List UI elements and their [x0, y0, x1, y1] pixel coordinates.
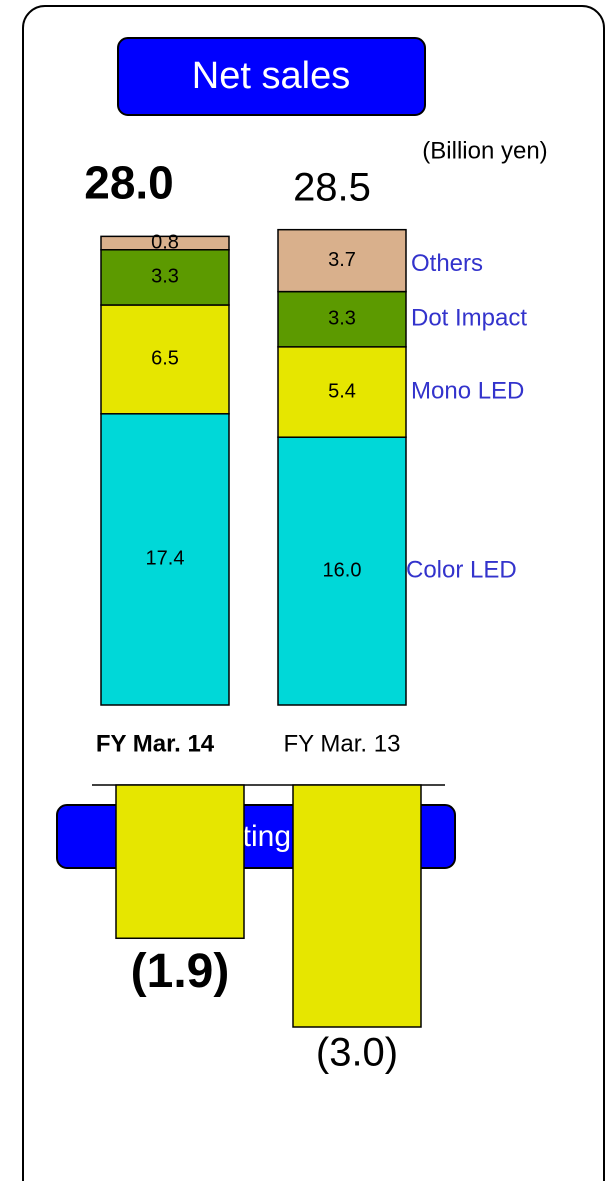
unit-label: (Billion yen)	[422, 137, 547, 164]
bar-segment	[100, 304, 230, 415]
x-tick-label: FY Mar. 13	[284, 730, 401, 757]
data-label: (3.0)	[316, 1031, 398, 1075]
data-label: 5.4	[328, 380, 356, 402]
data-label: 3.3	[151, 266, 179, 288]
total-label: 28.0	[84, 157, 174, 209]
data-label: (1.9)	[131, 945, 230, 998]
data-label: 3.7	[328, 249, 356, 271]
legend-label: Dot Impact	[411, 305, 527, 332]
data-label: 17.4	[146, 548, 185, 570]
data-label: 16.0	[323, 559, 362, 581]
bar-segment	[100, 249, 230, 306]
data-label: 3.3	[328, 307, 356, 329]
bar-segment	[277, 228, 407, 293]
data-label: 0.8	[151, 231, 179, 253]
x-tick-label: FY Mar. 14	[96, 730, 215, 757]
bar-segment	[100, 235, 230, 251]
legend-label: Mono LED	[411, 377, 524, 404]
title-box	[117, 37, 426, 116]
bar-segment	[100, 413, 230, 706]
legend-label: Others	[411, 250, 483, 277]
bar-segment	[277, 436, 407, 706]
bar-segment	[277, 346, 407, 438]
data-label: 6.5	[151, 348, 179, 370]
legend-label: Color LED	[406, 556, 517, 583]
bar-segment	[277, 290, 407, 348]
bar	[292, 784, 422, 1028]
bar	[115, 784, 245, 940]
total-label: 28.5	[293, 166, 371, 210]
chart-title: Net sales	[192, 55, 350, 97]
